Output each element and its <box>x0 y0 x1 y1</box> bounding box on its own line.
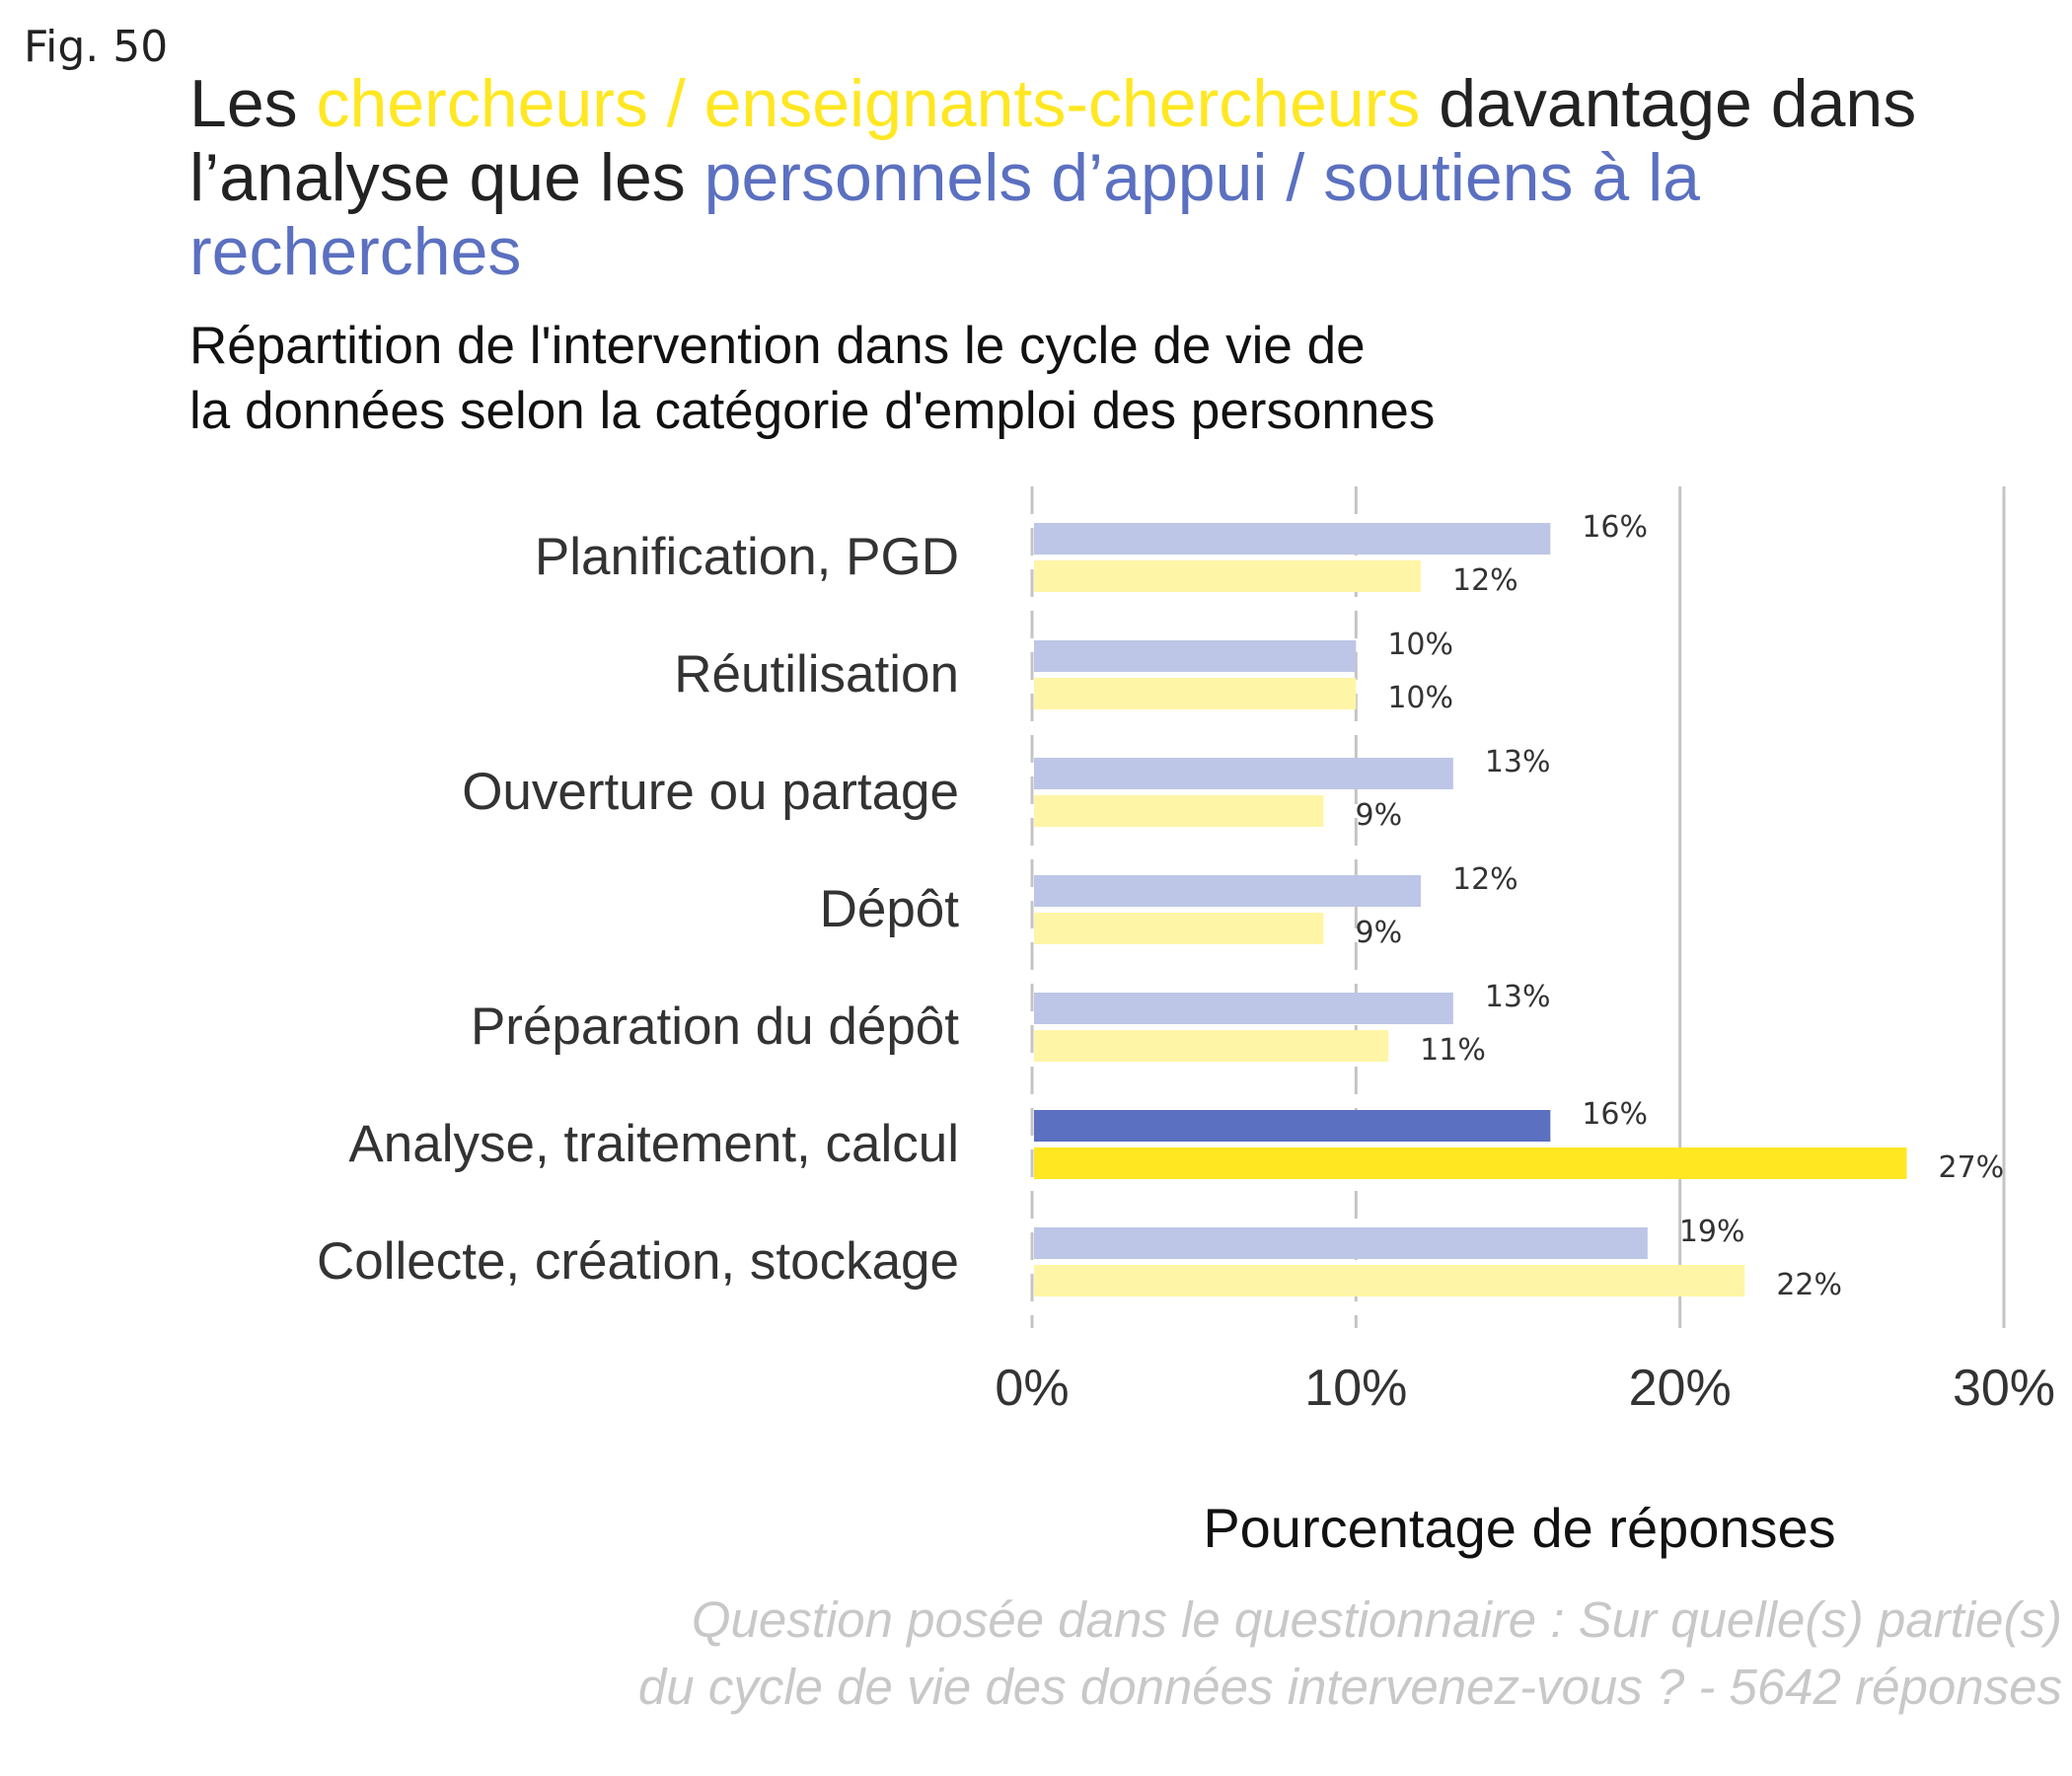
bar-appui <box>1034 758 1453 789</box>
subtitle-line-1: Répartition de l'intervention dans le cy… <box>189 317 1366 375</box>
grid-lines <box>1030 486 2006 1328</box>
category-label: Réutilisation <box>674 645 959 703</box>
source-caption: Question posée dans le questionnaire : S… <box>187 1587 2062 1721</box>
data-label: 22% <box>1776 1268 1842 1302</box>
data-label: 16% <box>1582 1097 1648 1132</box>
category-label: Ouverture ou partage <box>462 763 959 821</box>
x-tick-label: 20% <box>1629 1360 1732 1417</box>
bar-chercheurs <box>1034 1265 1745 1296</box>
bar-appui <box>1034 875 1421 907</box>
data-label: 12% <box>1452 862 1518 897</box>
data-label: 27% <box>1939 1150 2005 1185</box>
bar-appui <box>1034 993 1453 1024</box>
data-label: 11% <box>1420 1033 1486 1068</box>
bar-chercheurs <box>1034 1147 1907 1179</box>
x-axis-label: Pourcentage de réponses <box>1203 1497 1835 1559</box>
title-text-1: Les <box>189 66 317 141</box>
category-label: Dépôt <box>820 880 960 938</box>
category-label: Analyse, traitement, calcul <box>348 1115 959 1173</box>
data-label: 13% <box>1485 745 1551 779</box>
title-researchers: chercheurs / enseignants-chercheurs <box>316 66 1421 141</box>
bar-appui <box>1034 523 1551 555</box>
bar-appui <box>1034 1110 1551 1142</box>
title-text-2: davantage dans l’analyse que les <box>189 66 1917 215</box>
data-label: 16% <box>1582 510 1648 545</box>
bar-chercheurs <box>1034 795 1324 827</box>
category-label: Préparation du dépôt <box>471 998 959 1056</box>
subtitle-line-2: la données selon la catégorie d'emploi d… <box>189 382 1436 440</box>
data-label: 10% <box>1387 628 1453 662</box>
x-tick-label: 30% <box>1953 1360 2055 1417</box>
data-label: 19% <box>1679 1215 1745 1249</box>
bar-appui <box>1034 1227 1648 1259</box>
chart-title: Les chercheurs / enseignants-chercheurs … <box>189 67 2044 289</box>
caption-line-2: du cycle de vie des données intervenez-v… <box>637 1659 2062 1715</box>
chart-subtitle: Répartition de l'intervention dans le cy… <box>189 314 1867 444</box>
bars <box>1034 523 1907 1296</box>
data-label: 10% <box>1387 681 1453 715</box>
title-support-staff: personnels d’appui / soutiens à la reche… <box>189 140 1700 289</box>
bar-chercheurs <box>1034 913 1324 944</box>
category-labels: Planification, PGD Réutilisation Ouverture… <box>317 528 959 1291</box>
bar-chercheurs <box>1034 678 1357 709</box>
x-axis-ticks: 0% 10% 20% 30% <box>995 1360 2055 1417</box>
data-label: 12% <box>1452 563 1518 598</box>
bar-appui <box>1034 640 1357 672</box>
bar-chercheurs <box>1034 560 1421 592</box>
data-label: 9% <box>1356 916 1403 950</box>
caption-line-1: Question posée dans le questionnaire : S… <box>691 1591 2062 1648</box>
figure-number: Fig. 50 <box>24 22 169 72</box>
category-label: Planification, PGD <box>535 528 959 586</box>
x-tick-label: 0% <box>995 1360 1069 1417</box>
data-label: 9% <box>1356 798 1403 833</box>
bar-chercheurs <box>1034 1030 1389 1062</box>
category-label: Collecte, création, stockage <box>317 1232 959 1291</box>
x-tick-label: 10% <box>1304 1360 1407 1417</box>
data-labels: 16% 12% 10% 10% 13% 9% 12% 9% 13% 11% 16% 27% 19% 22% <box>1356 510 2005 1302</box>
data-label: 13% <box>1485 980 1551 1014</box>
